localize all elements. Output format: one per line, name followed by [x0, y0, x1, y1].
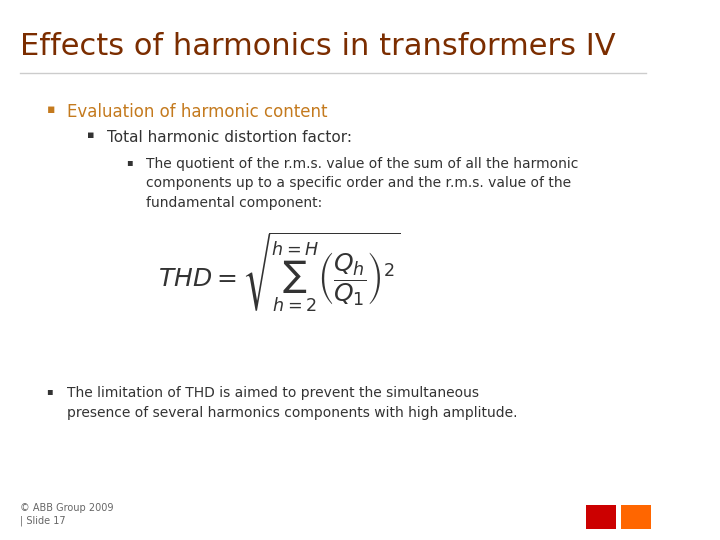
- Text: ▪: ▪: [127, 157, 133, 167]
- Text: Evaluation of harmonic content: Evaluation of harmonic content: [66, 103, 327, 120]
- Text: ▪: ▪: [86, 130, 94, 140]
- Text: Effects of harmonics in transformers IV: Effects of harmonics in transformers IV: [20, 32, 616, 62]
- FancyBboxPatch shape: [586, 505, 616, 529]
- Text: ▪: ▪: [47, 103, 55, 116]
- Text: The limitation of THD is aimed to prevent the simultaneous
presence of several h: The limitation of THD is aimed to preven…: [66, 386, 517, 420]
- Text: © ABB Group 2009
| Slide 17: © ABB Group 2009 | Slide 17: [20, 503, 114, 526]
- Text: $THD = \sqrt{\sum_{h=2}^{h=H}\left(\dfrac{Q_h}{Q_1}\right)^2}$: $THD = \sqrt{\sum_{h=2}^{h=H}\left(\dfra…: [158, 231, 401, 314]
- FancyBboxPatch shape: [621, 505, 651, 529]
- Text: The quotient of the r.m.s. value of the sum of all the harmonic
components up to: The quotient of the r.m.s. value of the …: [146, 157, 579, 210]
- Text: ▪: ▪: [47, 386, 53, 396]
- Text: Total harmonic distortion factor:: Total harmonic distortion factor:: [107, 130, 351, 145]
